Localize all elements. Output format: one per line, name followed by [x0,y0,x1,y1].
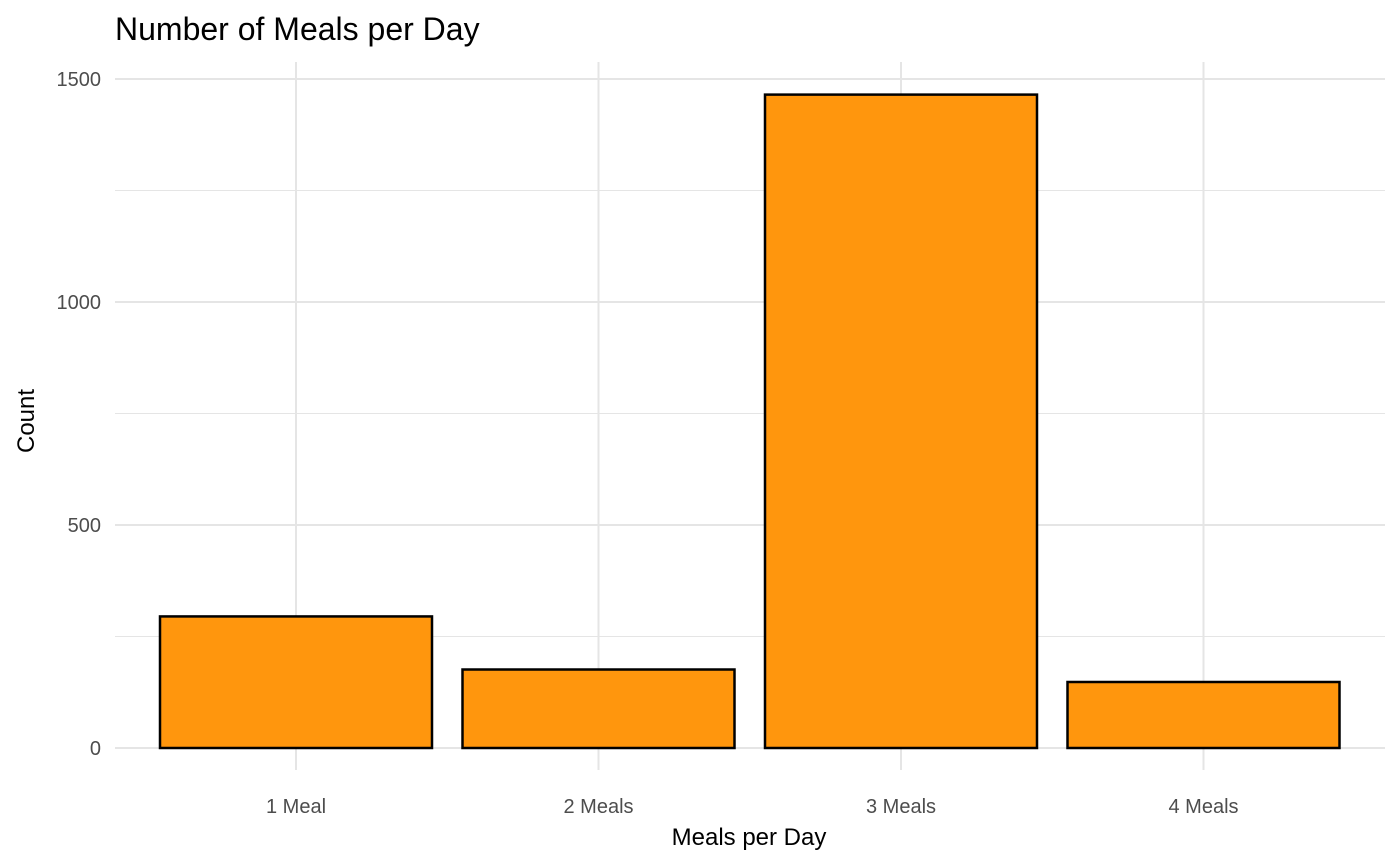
x-tick-label: 2 Meals [563,796,633,818]
x-axis-ticks: 1 Meal 2 Meals 3 Meals 4 Meals [266,796,1239,818]
x-tick-label: 3 Meals [866,796,936,818]
bar-3 [763,93,1039,750]
y-tick-label: 0 [90,738,101,760]
y-axis-ticks: 0 500 1000 1500 [57,69,102,760]
x-tick-label: 1 Meal [266,796,326,818]
bar-4 [1066,680,1341,750]
x-tick-label: 4 Meals [1168,796,1238,818]
y-tick-label: 1500 [57,69,102,91]
y-tick-label: 1000 [57,292,102,314]
y-tick-label: 500 [68,515,101,537]
x-axis-title: Meals per Day [672,824,827,851]
bar-1 [158,615,434,750]
y-axis-title: Count [13,389,40,453]
chart-title: Number of Meals per Day [115,11,480,47]
bar-2 [461,668,736,750]
bars-layer [158,93,1341,750]
